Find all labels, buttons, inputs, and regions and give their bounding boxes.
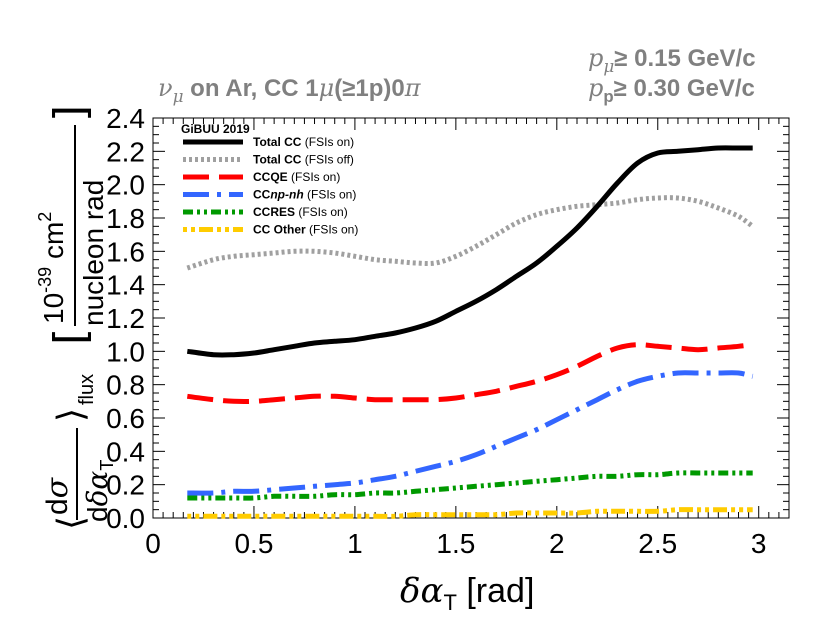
series-lines: [186, 145, 755, 519]
y-tick-label: 2.0: [106, 170, 145, 201]
y-tick-label: 2.2: [106, 136, 145, 167]
muon-momentum-cut: pμ≥ 0.15 GeV/c: [588, 44, 756, 76]
svg-text:dσ: dσ: [40, 476, 75, 515]
series-line-ccqe: [186, 342, 753, 405]
x-tick-label: 0: [145, 528, 161, 559]
legend-label: CCQE (FSIs on): [253, 170, 340, 184]
y-tick-label: 1.2: [106, 303, 145, 334]
legend-label: Total CC (FSIs on): [253, 135, 354, 149]
legend-label: Total CC (FSIs off): [253, 153, 354, 167]
y-tick-label: 0.6: [106, 403, 145, 434]
x-tick-label: 1.5: [436, 528, 475, 559]
chart-title: νμ on Ar, CC 1μ(≥1p)0π: [158, 74, 421, 106]
y-tick-label: 1.6: [106, 236, 145, 267]
series-line-cc-other: [187, 507, 753, 519]
x-axis-label: δαT [rad]: [400, 571, 534, 615]
series-line-total-cc: [186, 195, 755, 271]
y-tick-label: 1.8: [106, 203, 145, 234]
y-tick-label: 0.2: [106, 470, 145, 501]
x-tick-label: 1: [347, 528, 363, 559]
legend-label: CCnp-nh (FSIs on): [253, 188, 356, 202]
svg-text:10-39 cm2: 10-39 cm2: [35, 212, 69, 324]
x-tick-label: 0.5: [234, 528, 273, 559]
series-line-ccres: [187, 470, 753, 501]
svg-text:[: [: [45, 328, 96, 345]
axis-ticks: [152, 117, 790, 519]
y-tick-label: 2.4: [106, 103, 145, 134]
x-tick-label: 3: [751, 528, 767, 559]
y-tick-label: 0.0: [106, 503, 145, 534]
legend-label: CC Other (FSIs on): [253, 223, 358, 237]
svg-text:⟨: ⟨: [51, 516, 92, 530]
svg-text:]: ]: [45, 105, 96, 122]
svg-text:flux: flux: [76, 374, 98, 405]
svg-text:⟩: ⟩: [51, 408, 92, 422]
legend-label: CCRES (FSIs on): [253, 205, 348, 219]
proton-momentum-cut: pp≥ 0.30 GeV/c: [588, 74, 755, 106]
y-tick-label: 0.8: [106, 370, 145, 401]
y-axis-label: ⟨ dσ dδαT ⟩ flux [ 10-39 cm2 nucleon rad…: [35, 105, 117, 530]
x-tick-label: 2: [549, 528, 565, 559]
svg-text:nucleon rad: nucleon rad: [78, 180, 109, 326]
y-tick-labels: 0.00.20.40.60.81.01.21.41.61.82.02.22.4: [106, 103, 145, 534]
legend: GiBUU 2019 Total CC (FSIs on) Total CC (F…: [181, 122, 358, 237]
x-tick-label: 2.5: [638, 528, 677, 559]
y-tick-label: 1.4: [106, 270, 145, 301]
series-line-cc-np-nh: [187, 370, 754, 496]
y-tick-label: 0.4: [106, 436, 145, 467]
svg-text:dδαT: dδαT: [81, 460, 117, 522]
y-tick-label: 1.0: [106, 336, 145, 367]
x-tick-labels: 0 0.5 1 1.5 2 2.5 3: [145, 528, 766, 559]
legend-header: GiBUU 2019: [181, 122, 250, 136]
series-line-total-cc: [186, 145, 753, 358]
